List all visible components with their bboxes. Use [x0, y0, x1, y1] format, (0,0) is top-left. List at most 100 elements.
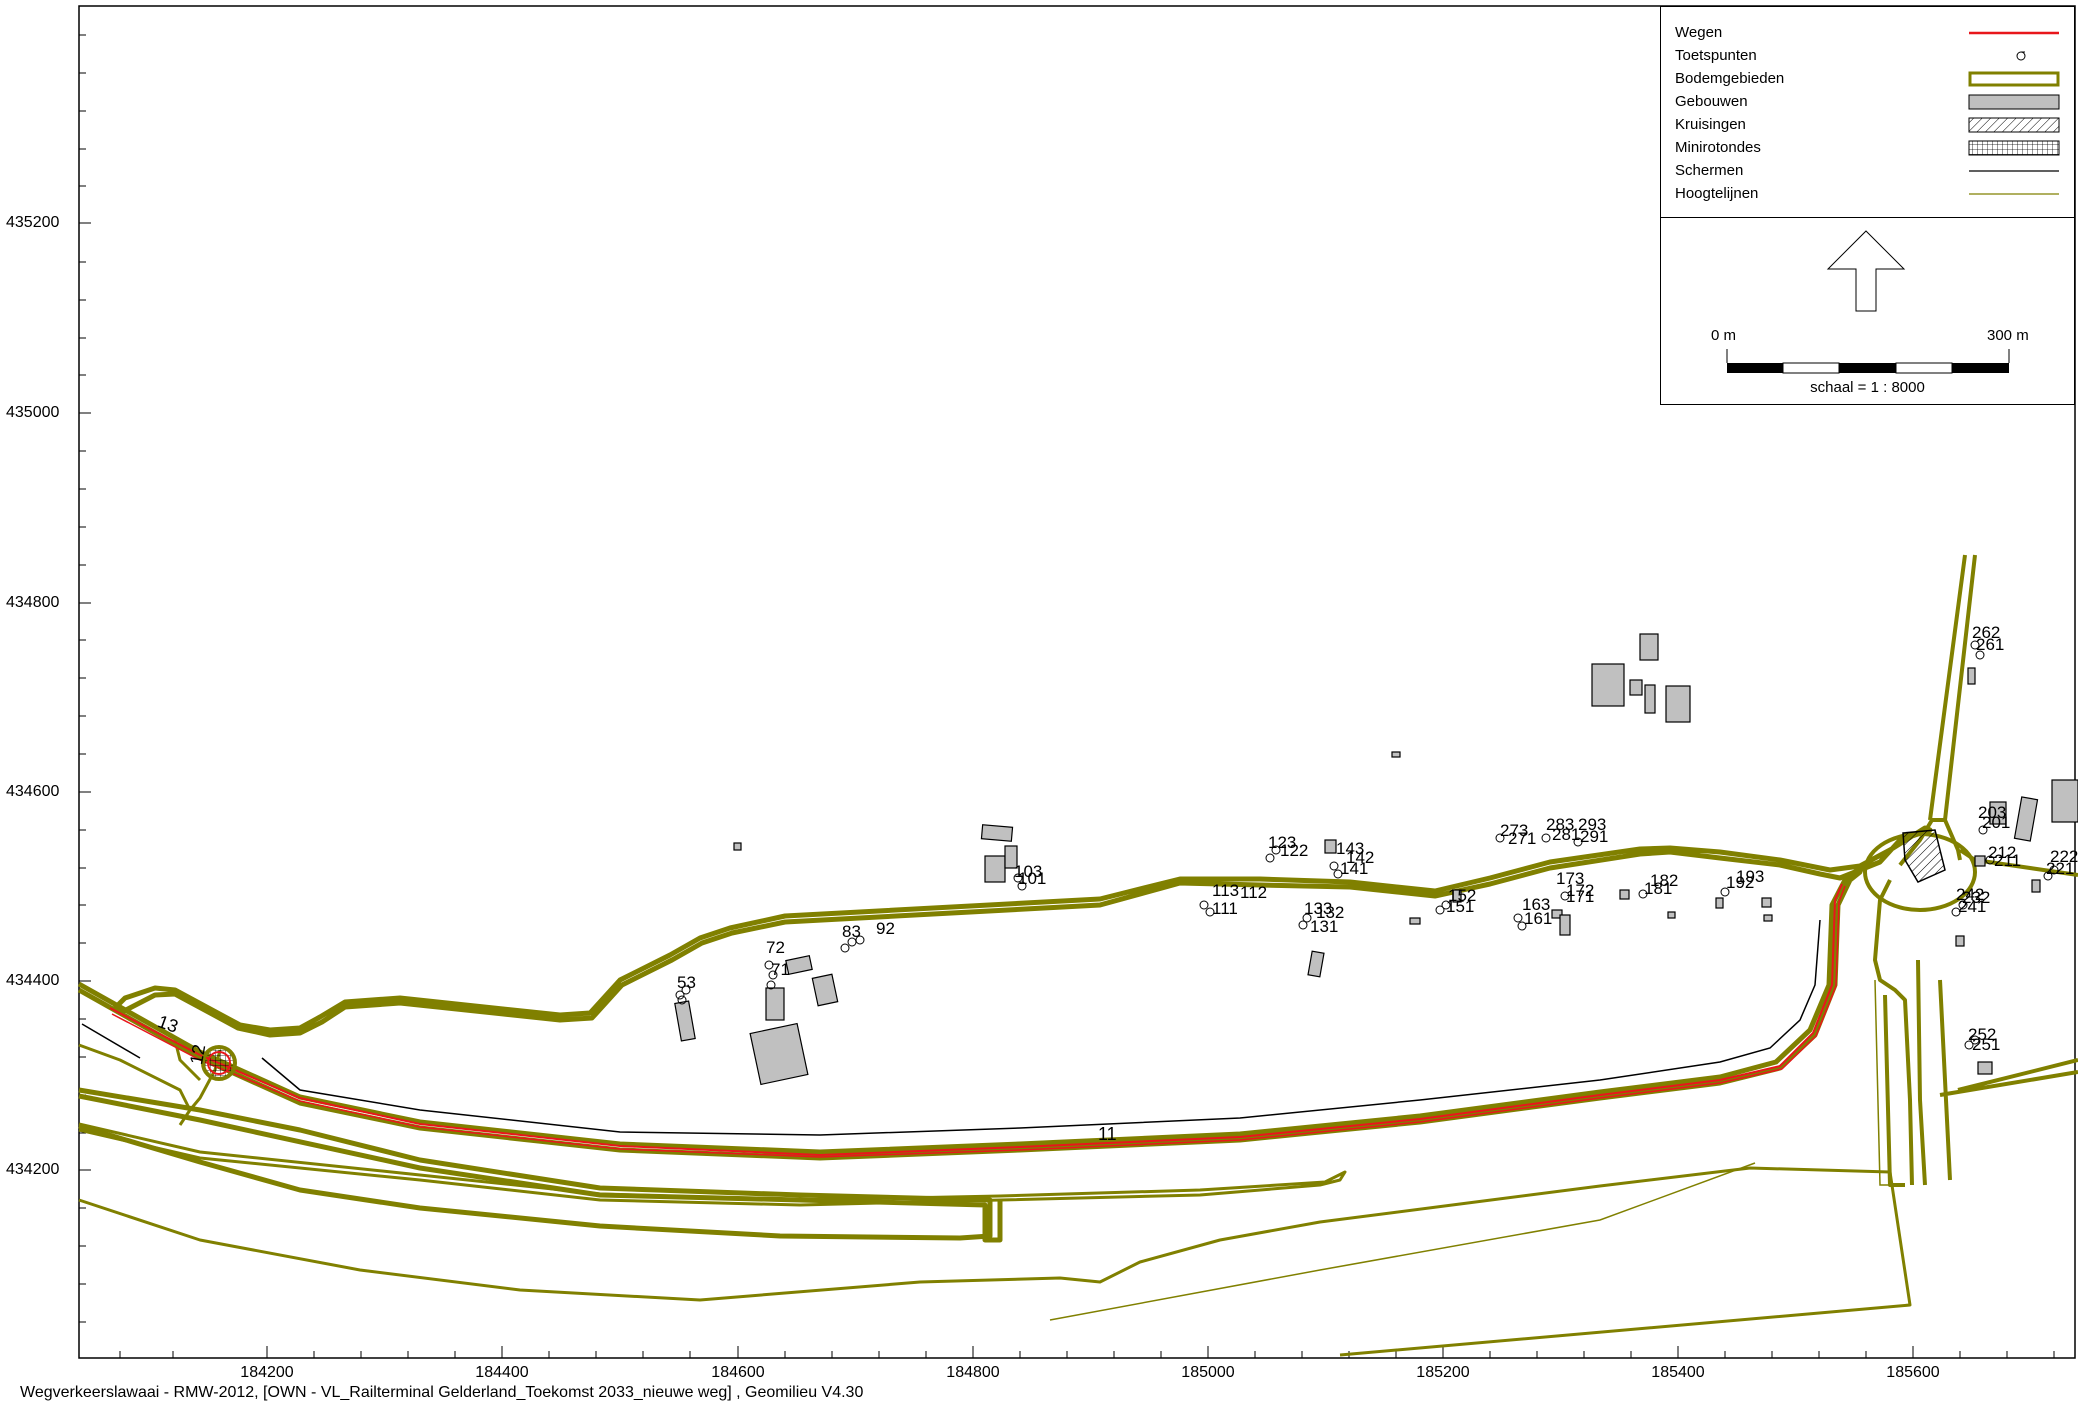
legend-items: Wegen Toetspunten Bodemgebieden Gebouwen…	[1661, 7, 2074, 218]
x-axis-ticks	[119, 1346, 2055, 1358]
point-label: 122	[1280, 841, 1308, 860]
receiver-point-icon	[2016, 51, 2026, 61]
legend-item-kruisingen: Kruisingen	[1675, 115, 2065, 137]
toetspunt-labels: 53 72 71 83 92 103 101 113 112 111 123 1…	[677, 623, 2078, 1054]
minirotonde	[201, 1045, 237, 1081]
point-label: 293	[1578, 815, 1606, 834]
point-label: 133	[1304, 899, 1332, 918]
legend-item-minirotondes: Minirotondes	[1675, 138, 2065, 160]
legend-item-gebouwen: Gebouwen	[1675, 92, 2065, 114]
y-axis-ticks	[79, 34, 91, 1323]
point-label: 232	[1962, 888, 1990, 907]
point-label: 262	[1972, 623, 2000, 642]
point-label: 192	[1726, 873, 1754, 892]
kruising	[1902, 829, 1946, 883]
point-label: 112	[1240, 883, 1267, 902]
grid-box-icon	[1968, 140, 2060, 156]
point-label: 151	[1446, 897, 1474, 916]
scale-text: schaal = 1 : 8000	[1810, 379, 1925, 396]
point-label: 203	[1978, 803, 2006, 822]
legend-item-schermen: Schermen	[1675, 161, 2065, 183]
point-label: 172	[1566, 881, 1594, 900]
point-label: 103	[1014, 862, 1042, 881]
legend-label: Minirotondes	[1675, 139, 1761, 156]
black-line-icon	[1969, 170, 2059, 172]
red-line-icon	[1969, 31, 2059, 35]
gebouwen-layer	[674, 633, 2078, 1086]
map-frame	[78, 5, 2076, 1359]
road-label-11: 11	[1098, 1124, 1117, 1144]
point-label: 132	[1316, 903, 1344, 922]
legend-label: Schermen	[1675, 162, 1744, 179]
point-label: 152	[1448, 886, 1476, 905]
point-label: 92	[876, 919, 895, 938]
x-tick-label: 185400	[1651, 1364, 1705, 1381]
y-tick-label: 434800	[6, 594, 60, 611]
point-label: 131	[1310, 917, 1338, 936]
legend-label: Wegen	[1675, 24, 1723, 41]
point-label: 281	[1552, 825, 1580, 844]
point-label: 221	[2046, 859, 2074, 878]
olive-box-icon	[1968, 71, 2060, 87]
point-label: 53	[677, 973, 696, 992]
bodemgebied-south-large	[78, 1166, 1912, 1357]
point-label: 271	[1508, 829, 1536, 848]
point-label: 251	[1972, 1035, 2000, 1054]
legend-label: Bodemgebieden	[1675, 70, 1785, 87]
point-label: 212	[1988, 843, 2016, 862]
point-label: 273	[1500, 821, 1528, 840]
x-tick-label: 185000	[1181, 1364, 1235, 1381]
point-label: 143	[1336, 839, 1364, 858]
point-label: 222	[2050, 847, 2078, 866]
point-label: 142	[1346, 848, 1374, 867]
footer-caption: Wegverkeerslawaai - RMW-2012, [OWN - VL_…	[20, 1384, 864, 1401]
point-label: 163	[1522, 895, 1550, 914]
wegen-layer	[109, 883, 1846, 1158]
legend-label: Gebouwen	[1675, 93, 1748, 110]
point-label: 123	[1268, 833, 1296, 852]
point-label: 201	[1982, 813, 2010, 832]
legend-item-bodemgebieden: Bodemgebieden	[1675, 69, 2065, 91]
point-label: 211	[1994, 851, 2021, 870]
point-label: 71	[771, 960, 790, 979]
olive-line-icon	[1969, 193, 2059, 195]
road-label-12: 12	[186, 1043, 209, 1066]
point-label: 283	[1546, 815, 1574, 834]
legend-panel: Wegen Toetspunten Bodemgebieden Gebouwen…	[1660, 6, 2075, 405]
x-tick-label: 185600	[1886, 1364, 1940, 1381]
point-label: 182	[1650, 871, 1678, 890]
north-arrow-icon	[1826, 230, 1906, 312]
point-label: 111	[1212, 899, 1238, 918]
scalebar-end-label: 300 m	[1987, 327, 2029, 344]
point-label: 242	[1956, 885, 1984, 904]
hatched-box-icon	[1968, 117, 2060, 133]
bodemgebieden-layer	[77, 554, 2078, 1357]
point-label: 171	[1566, 887, 1594, 906]
bodemgebied-south-inner	[78, 1122, 1347, 1207]
point-label: 113	[1212, 881, 1239, 900]
point-label: 261	[1976, 635, 2004, 654]
point-label: 241	[1958, 897, 1986, 916]
x-tick-label: 184800	[946, 1364, 1000, 1381]
bodemgebied-main-road	[77, 869, 1863, 1161]
toetspunten-symbols	[675, 640, 2059, 1050]
point-label: 252	[1968, 1025, 1996, 1044]
schermen-layer	[81, 919, 1821, 1136]
legend-item-toetspunten: Toetspunten	[1675, 46, 2065, 68]
y-tick-label: 435000	[6, 404, 60, 421]
y-tick-label: 434600	[6, 783, 60, 800]
legend-item-hoogtelijnen: Hoogtelijnen	[1675, 184, 2065, 206]
bodemgebied-south-strip-1	[78, 1087, 993, 1241]
y-tick-label: 434200	[6, 1161, 60, 1178]
x-tick-label: 184600	[711, 1364, 765, 1381]
point-label: 291	[1580, 827, 1608, 846]
y-tick-label: 435200	[6, 214, 60, 231]
legend-label: Kruisingen	[1675, 116, 1746, 133]
scalebar	[1726, 349, 2010, 374]
legend-label: Hoogtelijnen	[1675, 185, 1759, 202]
point-label: 101	[1018, 869, 1046, 888]
x-tick-label: 184400	[475, 1364, 529, 1381]
point-label: 173	[1556, 869, 1584, 888]
point-label: 161	[1524, 909, 1552, 928]
